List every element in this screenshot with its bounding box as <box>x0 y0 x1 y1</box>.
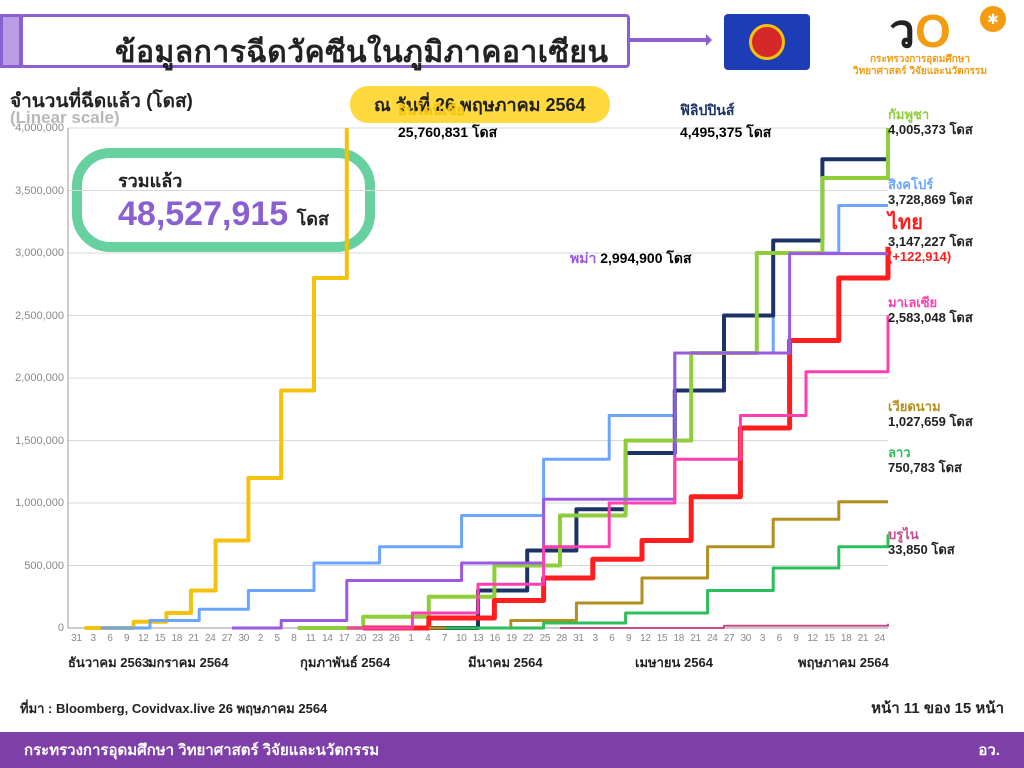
series-label-พม่า: พม่า 2,994,900 โดส <box>570 248 692 270</box>
atom-icon: ✱ <box>980 6 1006 32</box>
footer-left: กระทรวงการอุดมศึกษา วิทยาศาสตร์ วิจัยและ… <box>24 738 379 762</box>
end-label-เวียดนาม: เวียดนาม1,027,659 โดส <box>888 400 973 430</box>
asean-flag-icon <box>724 14 810 70</box>
syringe-barrel: ข้อมูลการฉีดวัคซีนในภูมิภาคอาเซียน <box>20 14 630 68</box>
syringe-plunger-icon <box>0 14 22 68</box>
end-label-กัมพูชา: กัมพูชา4,005,373 โดส <box>888 108 973 138</box>
line-chart <box>68 128 888 628</box>
header: ข้อมูลการฉีดวัคซีนในภูมิภาคอาเซียน ✱ วO … <box>0 6 1024 78</box>
footer-bar: กระทรวงการอุดมศึกษา วิทยาศาสตร์ วิจัยและ… <box>0 732 1024 768</box>
x-axis-days: 3136912151821242730258111417202326147101… <box>68 633 888 644</box>
logo-line2: วิทยาศาสตร์ วิจัยและนวัตกรรม <box>830 66 1010 78</box>
ministry-logo: ✱ วO กระทรวงการอุดมศึกษา วิทยาศาสตร์ วิจ… <box>830 8 1010 77</box>
end-label-บรูไน: บรูไน33,850 โดส <box>888 528 955 558</box>
page-title: ข้อมูลการฉีดวัคซีนในภูมิภาคอาเซียน <box>115 29 608 76</box>
end-label-ลาว: ลาว750,783 โดส <box>888 446 962 476</box>
series-label-ฟิลิปปินส์: ฟิลิปปินส์4,495,375 โดส <box>680 100 771 144</box>
end-label-ไทย: ไทย3,147,227 โดส(+122,914) <box>888 212 973 265</box>
page-number: หน้า 11 ของ 15 หน้า <box>871 696 1004 720</box>
end-label-สิงคโปร์: สิงคโปร์3,728,869 โดส <box>888 178 973 208</box>
source-citation: ที่มา : Bloomberg, Covidvax.live 26 พฤษภ… <box>20 698 327 719</box>
y-tick-labels: 0500,0001,000,0001,500,0002,000,0002,500… <box>4 128 66 628</box>
logo-line1: กระทรวงการอุดมศึกษา <box>830 54 1010 66</box>
syringe-needle-icon <box>630 38 710 42</box>
footer-right: อว. <box>978 738 1000 762</box>
series-label-อินโดนีเซีย: อินโดนีเซีย25,760,831 โดส <box>398 100 497 144</box>
end-label-มาเลเซีย: มาเลเซีย2,583,048 โดส <box>888 296 973 326</box>
